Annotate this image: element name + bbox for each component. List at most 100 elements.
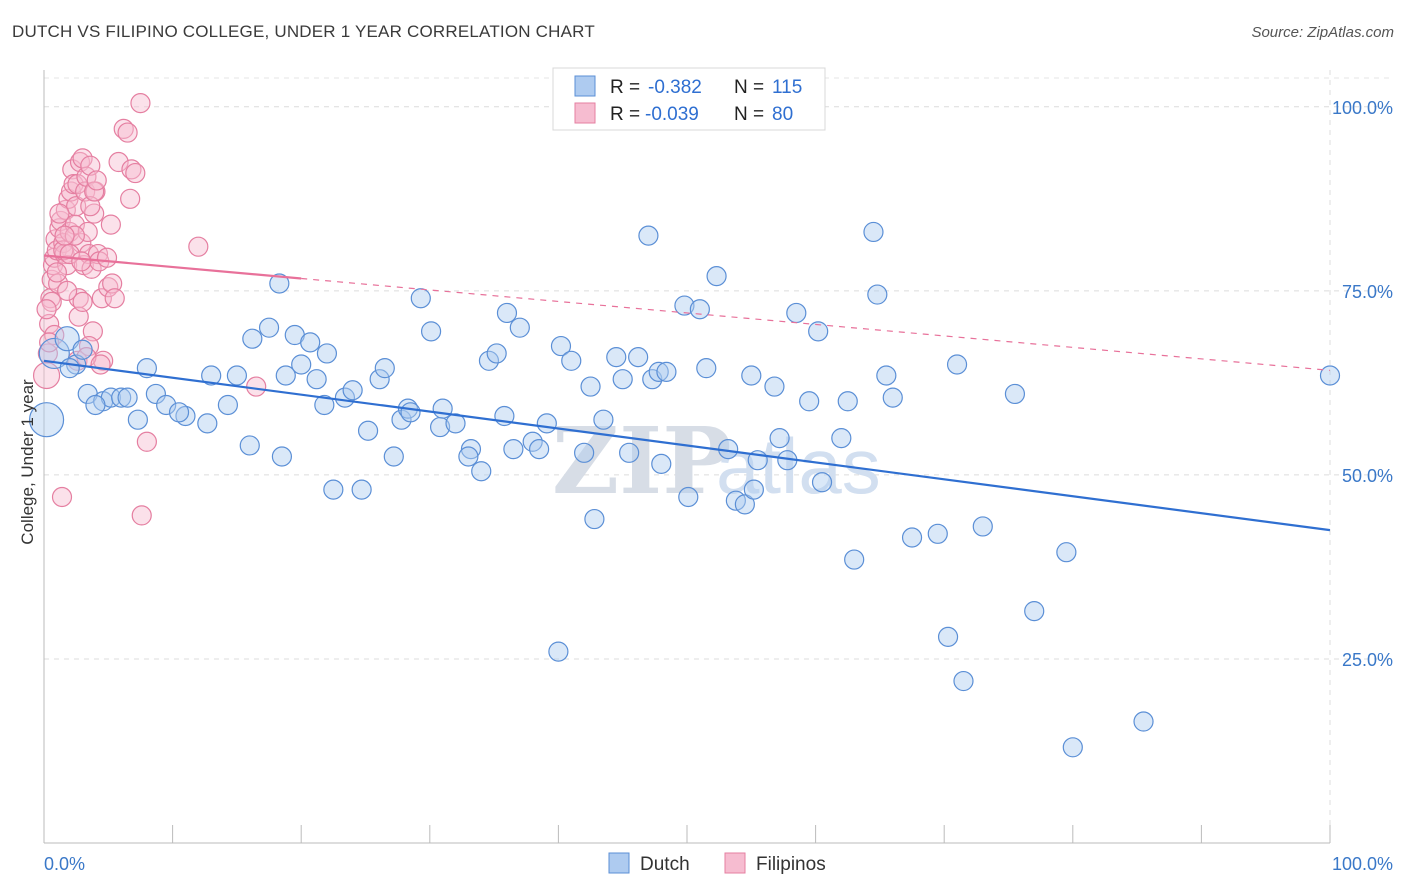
dutch-point bbox=[316, 343, 338, 364]
dutch-point bbox=[275, 365, 296, 386]
dutch-point bbox=[1004, 383, 1026, 405]
dutch-point bbox=[769, 427, 790, 449]
dutch-point bbox=[689, 299, 710, 320]
dutch-point bbox=[306, 369, 327, 390]
bottom-legend-label-dutch: Dutch bbox=[640, 854, 690, 875]
filipinos-point bbox=[102, 273, 123, 294]
legend-swatch-dutch bbox=[574, 75, 596, 97]
dutch-point bbox=[580, 376, 601, 397]
dutch-point bbox=[808, 321, 829, 342]
filipinos-point bbox=[57, 280, 78, 301]
filipinos-point bbox=[98, 277, 119, 298]
gridlines bbox=[44, 70, 1392, 843]
filipinos-point bbox=[37, 343, 58, 364]
dutch-point bbox=[876, 365, 897, 386]
dutch-point bbox=[357, 420, 379, 441]
dutch-point bbox=[420, 321, 442, 342]
dutch-point bbox=[734, 494, 755, 515]
legend-n-label-filipinos: N = bbox=[734, 104, 764, 125]
dutch-point bbox=[548, 641, 569, 662]
dutch-point bbox=[471, 461, 492, 482]
dutch-point bbox=[410, 288, 431, 309]
filipinos-point bbox=[71, 251, 92, 272]
dutch-point bbox=[674, 295, 695, 316]
dutch-point bbox=[937, 626, 959, 647]
filipinos-point bbox=[108, 151, 129, 173]
dutch-point bbox=[460, 439, 482, 460]
dutch-point bbox=[383, 446, 404, 467]
bottom-legend-label-filipinos: Filipinos bbox=[756, 854, 826, 875]
filipinos-point bbox=[80, 155, 101, 176]
dutch-point bbox=[175, 405, 196, 427]
dutch-trend-line bbox=[43, 359, 1331, 532]
dutch-point bbox=[314, 394, 335, 416]
filipinos-point bbox=[136, 431, 157, 452]
y-tick-label: 25.0% bbox=[1342, 650, 1393, 670]
dutch-point bbox=[156, 394, 177, 416]
dutch-point bbox=[226, 365, 247, 386]
filipinos-trend-line-solid bbox=[43, 254, 302, 280]
dutch-point bbox=[741, 365, 762, 386]
filipinos-point bbox=[93, 350, 114, 371]
legend-r-value-dutch: -0.382 bbox=[648, 77, 702, 98]
dutch-point bbox=[648, 361, 669, 382]
dutch-point bbox=[509, 317, 530, 338]
dutch-point bbox=[863, 221, 884, 243]
filipinos-point bbox=[100, 214, 121, 235]
chart-source: Source: ZipAtlas.com bbox=[1251, 24, 1394, 41]
dutch-point bbox=[638, 225, 659, 246]
filipinos-point bbox=[188, 236, 209, 257]
dutch-point bbox=[300, 332, 321, 353]
dutch-point bbox=[574, 442, 595, 463]
dutch-point bbox=[550, 335, 572, 357]
bottom-legend-swatch-dutch bbox=[608, 852, 630, 874]
legend-box: R = -0.382 N = 115 R = -0.039 N = 80 bbox=[552, 67, 826, 131]
dutch-point bbox=[799, 391, 820, 412]
dutch-point bbox=[743, 479, 764, 500]
dutch-point bbox=[432, 398, 453, 419]
dutch-point bbox=[351, 479, 372, 500]
filipinos-points bbox=[32, 93, 267, 526]
dutch-point bbox=[168, 402, 190, 423]
y-tick-label: 100.0% bbox=[1332, 98, 1393, 118]
filipinos-point bbox=[125, 162, 146, 184]
dutch-point bbox=[972, 516, 993, 537]
dutch-point bbox=[127, 409, 148, 430]
dutch-point bbox=[239, 435, 260, 456]
dutch-point bbox=[678, 486, 699, 508]
x-tick-label-start: 0.0% bbox=[44, 854, 85, 874]
filipinos-point bbox=[66, 196, 87, 217]
watermark-zip: ZIP bbox=[552, 407, 731, 515]
dutch-point bbox=[28, 402, 65, 438]
dutch-point bbox=[342, 380, 363, 401]
x-tick-label-end: 100.0% bbox=[1332, 854, 1393, 874]
dutch-point bbox=[72, 339, 93, 360]
y-tick-label: 75.0% bbox=[1342, 282, 1393, 302]
dutch-point bbox=[1319, 365, 1341, 386]
filipinos-point bbox=[96, 247, 118, 268]
dutch-point bbox=[837, 391, 858, 412]
dutch-points bbox=[28, 221, 1341, 758]
chart-title: DUTCH VS FILIPINO COLLEGE, UNDER 1 YEAR … bbox=[12, 22, 595, 41]
axes bbox=[43, 70, 1331, 844]
dutch-point bbox=[536, 413, 557, 434]
filipinos-point bbox=[64, 225, 85, 246]
legend-n-value-dutch: 115 bbox=[772, 77, 802, 98]
dutch-point bbox=[844, 549, 865, 570]
dutch-point bbox=[584, 508, 605, 530]
dutch-point bbox=[258, 317, 280, 338]
dutch-point bbox=[400, 402, 421, 423]
dutch-point bbox=[59, 358, 80, 379]
dutch-point bbox=[927, 523, 948, 544]
dutch-point bbox=[117, 387, 138, 408]
legend-swatch-filipinos bbox=[574, 102, 596, 124]
dutch-point bbox=[54, 326, 80, 352]
legend-n-value-filipinos: 80 bbox=[772, 104, 793, 125]
dutch-point bbox=[486, 343, 507, 364]
filipinos-point bbox=[77, 221, 98, 243]
filipinos-point bbox=[51, 486, 73, 508]
dutch-point bbox=[1024, 600, 1045, 622]
bottom-legend-swatch-filipinos bbox=[724, 852, 746, 874]
filipinos-point bbox=[121, 159, 142, 180]
